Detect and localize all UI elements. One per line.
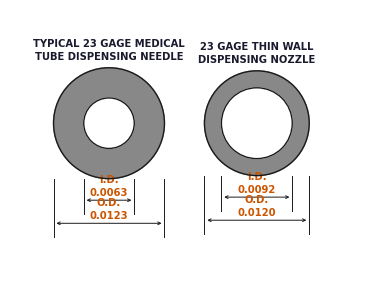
Text: TYPICAL 23 GAGE MEDICAL
TUBE DISPENSING NEEDLE: TYPICAL 23 GAGE MEDICAL TUBE DISPENSING …: [33, 39, 185, 62]
Circle shape: [84, 98, 134, 148]
Circle shape: [54, 68, 164, 179]
Text: O.D.
0.0120: O.D. 0.0120: [238, 195, 276, 218]
Text: 23 GAGE THIN WALL
DISPENSING NOZZLE: 23 GAGE THIN WALL DISPENSING NOZZLE: [198, 42, 315, 65]
Circle shape: [205, 71, 309, 176]
Circle shape: [221, 88, 292, 159]
Text: I.D.
0.0092: I.D. 0.0092: [238, 172, 276, 195]
Text: O.D.
0.0123: O.D. 0.0123: [90, 198, 128, 221]
Text: I.D.
0.0063: I.D. 0.0063: [90, 175, 128, 198]
